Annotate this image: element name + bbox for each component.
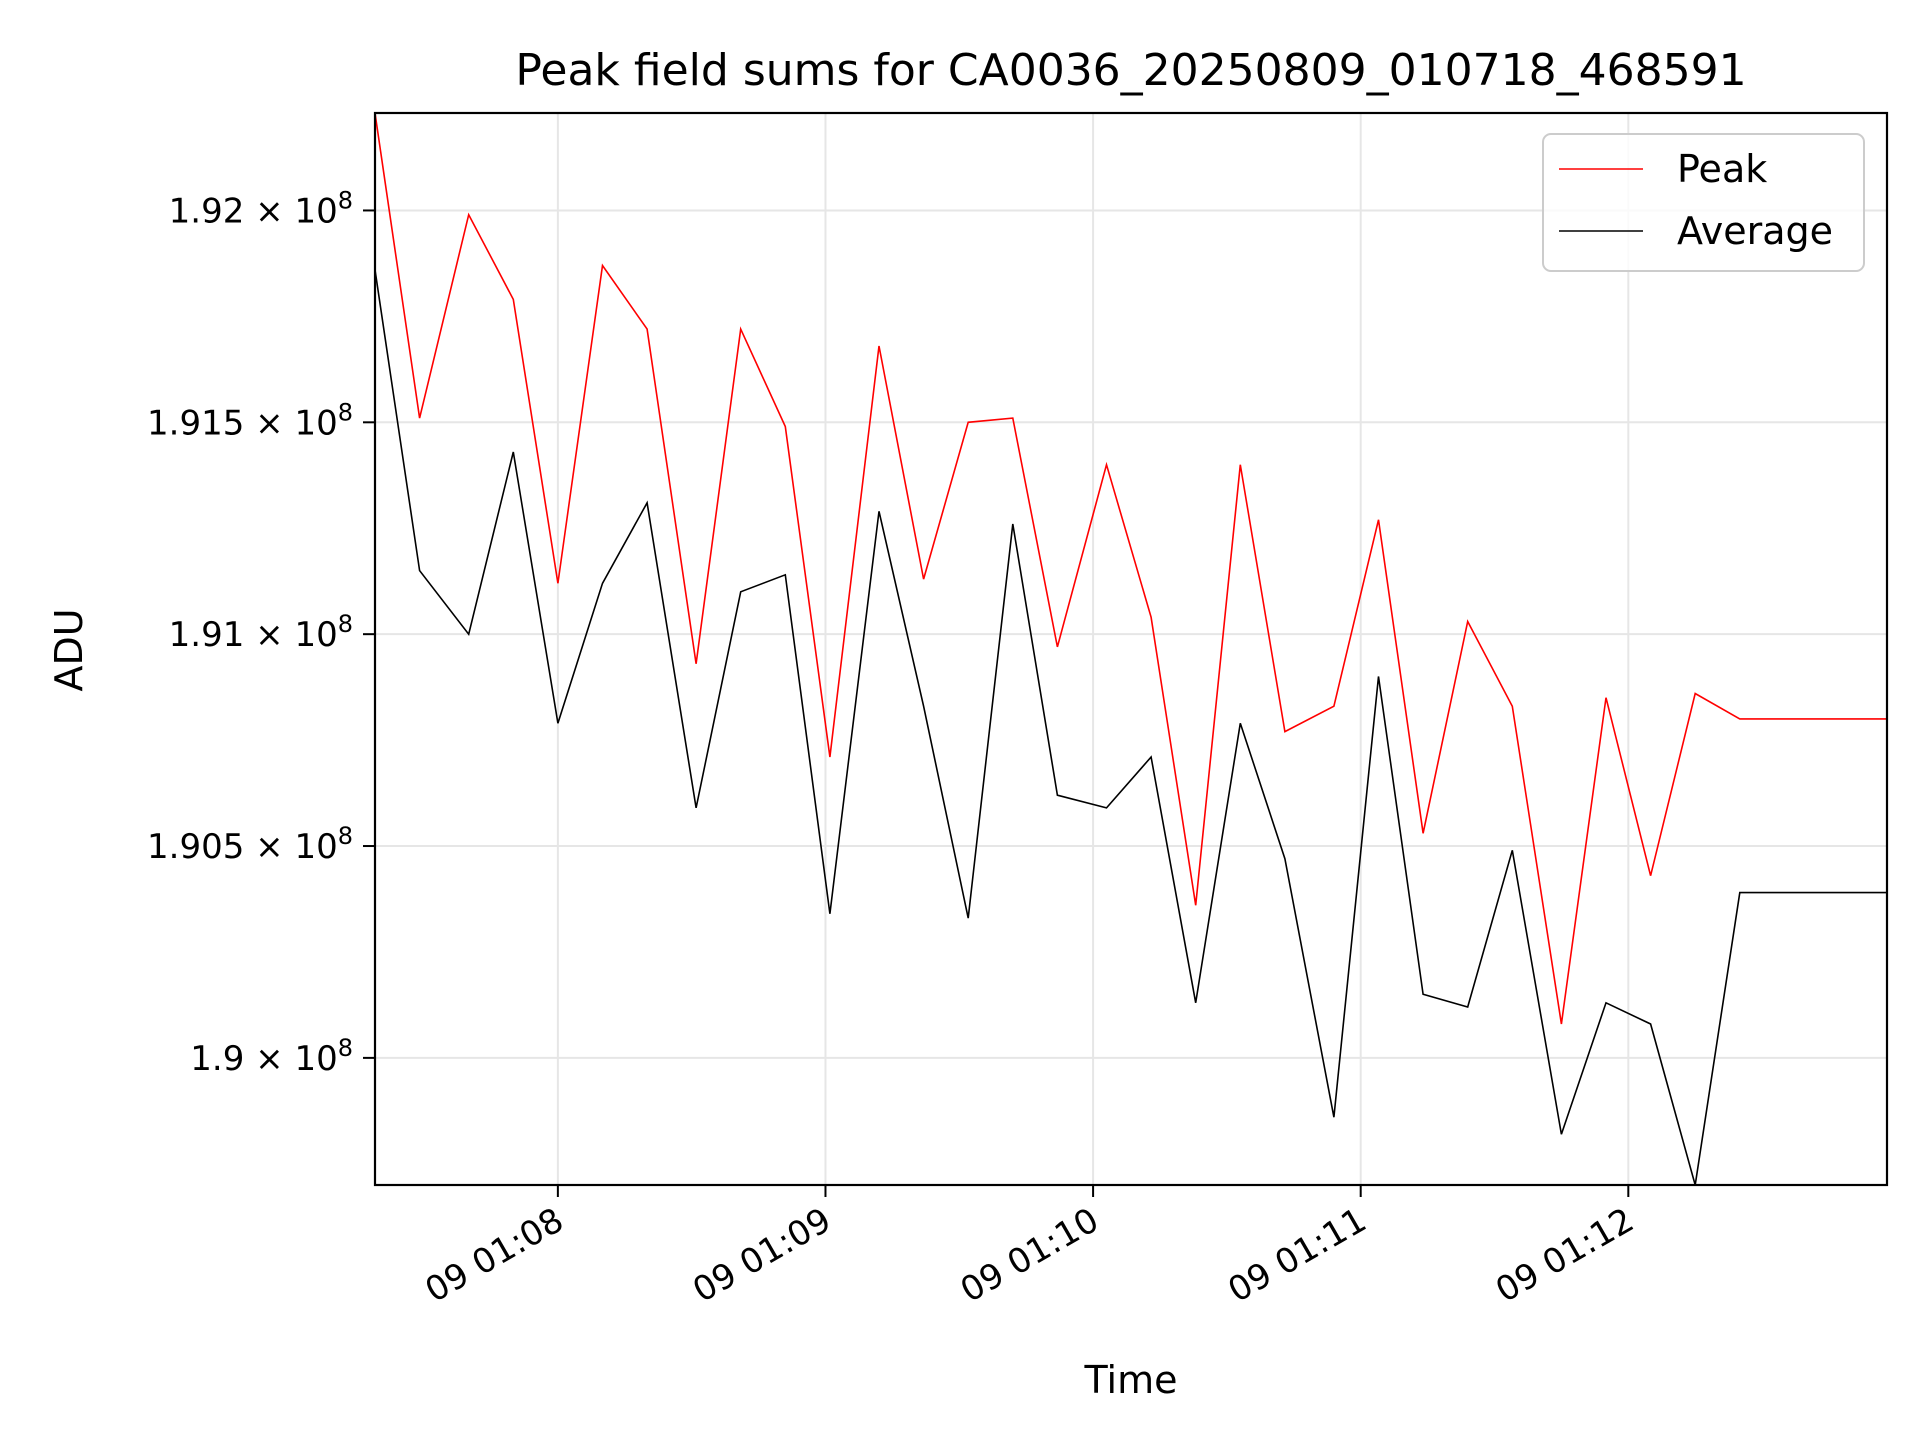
x-tick-label: 09 01:11 — [1222, 1200, 1374, 1311]
y-tick-label: 1.915 × 108 — [147, 398, 353, 443]
series-line-peak — [375, 113, 1887, 1025]
x-tick-label: 09 01:12 — [1489, 1200, 1641, 1311]
x-axis: 09 01:08 09 01:09 09 01:10 09 01:11 09 01:12 — [419, 1185, 1641, 1311]
y-tick-label: 1.9 × 108 — [190, 1034, 353, 1079]
legend: Peak Average — [1542, 133, 1865, 272]
series-line-average — [375, 269, 1887, 1185]
plot-frame — [373, 111, 1889, 1187]
x-tick-label: 09 01:08 — [419, 1200, 571, 1311]
x-tick-label: 09 01:09 — [686, 1200, 838, 1311]
y-tick-label: 1.905 × 108 — [147, 822, 353, 867]
legend-average-label: Average — [1677, 209, 1833, 253]
series-group — [375, 113, 1887, 1185]
y-tick-label: 1.92 × 108 — [169, 186, 353, 231]
y-tick-label: 1.91 × 108 — [169, 610, 353, 655]
y-axis: 1.9 × 108 1.905 × 108 1.91 × 108 1.915 × 10… — [147, 186, 375, 1079]
chart-title: Peak field sums for CA0036_20250809_0107… — [515, 45, 1746, 96]
legend-peak-label: Peak — [1677, 147, 1767, 191]
x-tick-label: 09 01:10 — [954, 1200, 1106, 1311]
y-axis-label: ADU — [47, 608, 91, 691]
x-axis-label: Time — [1084, 1358, 1178, 1402]
